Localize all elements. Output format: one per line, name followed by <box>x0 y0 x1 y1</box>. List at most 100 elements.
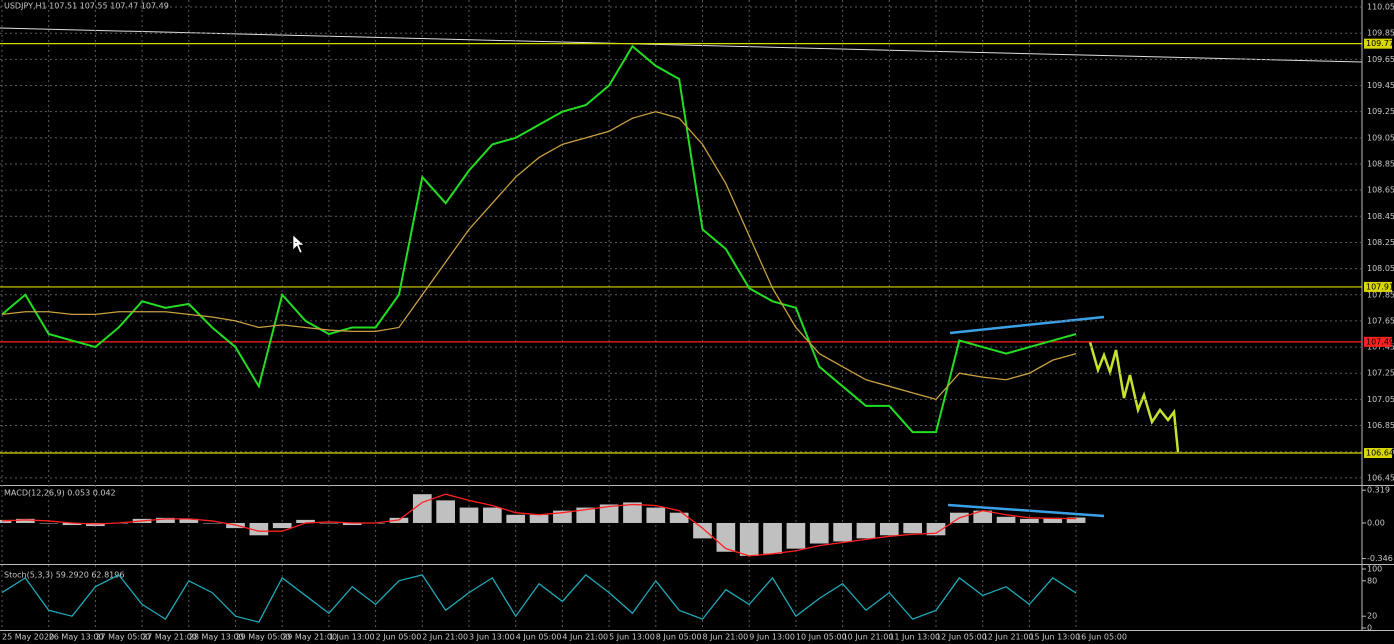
price-tag-label: 109.77 <box>1366 39 1394 48</box>
histogram-bar <box>669 512 689 523</box>
histogram-bar <box>62 522 82 526</box>
x-tick-label: 27 May 05:00 <box>95 633 150 642</box>
histogram-bar <box>1020 518 1039 523</box>
y-tick-label: 107.05 <box>1367 395 1394 404</box>
mouse-cursor <box>292 234 305 254</box>
x-tick-label: 10 Jun 21:00 <box>843 633 894 642</box>
y-tick-label: 109.05 <box>1367 133 1394 142</box>
histogram-bar <box>1066 517 1086 523</box>
histogram-bar <box>809 522 829 544</box>
histogram-bar <box>412 494 432 523</box>
resistance-line <box>949 315 1105 335</box>
histogram-bar <box>179 518 199 523</box>
y-tick-label: 106.45 <box>1367 473 1394 482</box>
y-tick-label: 0 <box>1367 624 1372 633</box>
x-tick-label: 15 Jun 13:00 <box>1029 633 1080 642</box>
histogram-bar <box>529 514 549 523</box>
histogram-bar <box>599 504 619 523</box>
histogram-bar <box>319 522 339 524</box>
x-tick-label: 2 Jun 05:00 <box>376 633 422 642</box>
series-line <box>1 574 1077 623</box>
x-tick-label: 29 May 05:00 <box>236 633 291 642</box>
series-line <box>1 493 1077 557</box>
histogram-bar <box>576 507 596 523</box>
x-tick-label: 29 May 21:00 <box>282 633 337 642</box>
x-tick-label: 3 Jun 13:00 <box>469 633 515 642</box>
x-tick-label: 16 Jun 05:00 <box>1076 633 1127 642</box>
y-tick-label: 107.65 <box>1367 316 1394 325</box>
y-tick-label: 109.65 <box>1367 55 1394 64</box>
x-tick-label: 5 Jun 13:00 <box>609 633 655 642</box>
y-tick-label: 107.85 <box>1367 290 1394 299</box>
histogram-bar <box>156 517 175 523</box>
x-tick-label: 4 Jun 05:00 <box>516 633 562 642</box>
histogram-bar <box>16 518 35 523</box>
histogram-bar <box>0 519 12 523</box>
histogram-bar <box>296 519 315 523</box>
x-tick-label: 9 Jun 13:00 <box>749 633 795 642</box>
price-tag <box>1364 38 1392 49</box>
y-tick-label: 109.45 <box>1367 81 1394 90</box>
price-tag <box>1364 448 1392 459</box>
indicator-title: MACD(12,26,9) 0.053 0.042 <box>4 489 116 498</box>
x-tick-label: 27 May 21:00 <box>142 633 197 642</box>
histogram-bar <box>973 510 993 523</box>
histogram-bar <box>249 522 269 536</box>
x-tick-label: 8 Jun 05:00 <box>656 633 702 642</box>
x-tick-label: 10 Jun 05:00 <box>796 633 847 642</box>
histogram-bar <box>763 522 782 554</box>
y-tick-label: 0.319 <box>1367 486 1390 495</box>
histogram-bar <box>646 507 666 523</box>
y-tick-label: 110.05 <box>1367 3 1394 12</box>
x-tick-label: 12 Jun 21:00 <box>983 633 1034 642</box>
y-tick-label: 109.85 <box>1367 29 1394 38</box>
divergence-line <box>947 503 1105 518</box>
x-tick-label: 4 Jun 21:00 <box>562 633 608 642</box>
y-tick-label: 107.25 <box>1367 369 1394 378</box>
y-tick-label: 100 <box>1367 565 1382 574</box>
price-tag-label: 106.64 <box>1366 449 1394 458</box>
chart-header: USDJPY,H1 107.51 107.55 107.47 107.49 <box>4 2 169 11</box>
x-tick-label: 11 Jun 13:00 <box>889 633 940 642</box>
x-tick-label: 26 May 13:00 <box>49 633 104 642</box>
histogram-bar <box>833 522 852 542</box>
x-tick-label: 1 Jun 13:00 <box>329 633 375 642</box>
y-tick-label: 108.25 <box>1367 238 1394 247</box>
price-tag-label: 107.49 <box>1366 337 1394 346</box>
x-tick-label: 8 Jun 21:00 <box>703 633 749 642</box>
histogram-bar <box>786 522 806 549</box>
y-tick-label: 108.45 <box>1367 212 1394 221</box>
projection-path <box>1088 341 1180 453</box>
histogram-bar <box>996 516 1016 523</box>
price-tag-label: 107.91 <box>1366 282 1394 291</box>
histogram-bar <box>39 522 59 524</box>
y-tick-label: 0.00 <box>1367 518 1385 527</box>
price-tag <box>1364 281 1392 292</box>
histogram-bar <box>739 522 759 556</box>
histogram-bar <box>202 522 222 524</box>
histogram-bar <box>716 522 736 552</box>
histogram-bar <box>926 522 946 536</box>
y-tick-label: 106.85 <box>1367 421 1394 430</box>
price-tag <box>1364 336 1392 347</box>
histogram-bar <box>879 522 899 536</box>
histogram-bar <box>1043 517 1063 523</box>
y-tick-label: 108.65 <box>1367 186 1394 195</box>
series-line <box>1 44 1077 434</box>
histogram-bar <box>623 502 642 523</box>
x-tick-label: 2 Jun 21:00 <box>422 633 468 642</box>
y-tick-label: 108.85 <box>1367 159 1394 168</box>
histogram-bar <box>483 507 502 523</box>
y-tick-label: 109.25 <box>1367 107 1394 116</box>
y-tick-label: 108.05 <box>1367 264 1394 273</box>
series-line <box>1 110 1077 401</box>
x-tick-label: 25 May 2020 <box>2 633 54 642</box>
x-tick-label: 28 May 13:00 <box>189 633 244 642</box>
indicator-title: Stoch(5,3,3) 59.2920 62.8196 <box>4 571 124 580</box>
y-tick-label: -0.346 <box>1367 554 1393 563</box>
histogram-bar <box>459 507 479 523</box>
histogram-bar <box>506 514 526 523</box>
histogram-bar <box>903 522 922 534</box>
